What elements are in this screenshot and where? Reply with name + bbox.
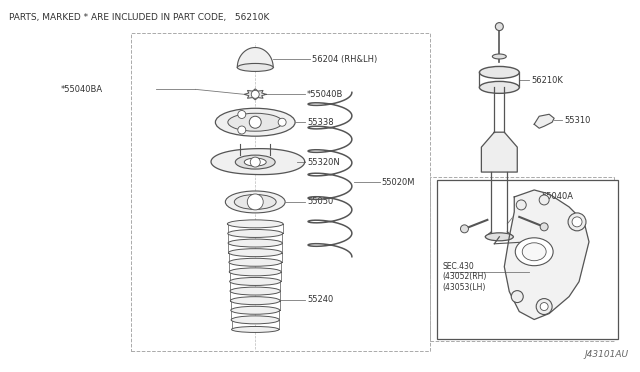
Ellipse shape	[229, 268, 281, 276]
Ellipse shape	[232, 327, 279, 333]
Circle shape	[540, 302, 548, 311]
Text: 55240: 55240	[307, 295, 333, 304]
Circle shape	[249, 116, 261, 128]
Ellipse shape	[229, 258, 282, 266]
Ellipse shape	[479, 67, 519, 78]
Circle shape	[252, 90, 259, 98]
Text: 55050: 55050	[307, 198, 333, 206]
Circle shape	[511, 291, 524, 302]
Circle shape	[540, 223, 548, 231]
Circle shape	[539, 195, 549, 205]
Text: 55040A: 55040A	[541, 192, 573, 202]
Ellipse shape	[237, 64, 273, 71]
Text: J43101AU: J43101AU	[585, 350, 629, 359]
Text: 55338: 55338	[307, 118, 333, 127]
Circle shape	[250, 157, 260, 167]
Text: 56204 (RH&LH): 56204 (RH&LH)	[312, 55, 377, 64]
Ellipse shape	[234, 195, 276, 209]
Ellipse shape	[479, 81, 519, 93]
Ellipse shape	[228, 248, 282, 257]
Ellipse shape	[227, 220, 283, 228]
Circle shape	[460, 225, 468, 233]
Text: *55040B: *55040B	[307, 90, 344, 99]
Text: 55320N: 55320N	[307, 158, 340, 167]
Circle shape	[495, 23, 503, 31]
Circle shape	[238, 126, 246, 134]
Circle shape	[247, 194, 263, 210]
Ellipse shape	[230, 297, 280, 305]
Circle shape	[516, 200, 526, 210]
Ellipse shape	[244, 158, 266, 166]
Circle shape	[238, 110, 246, 118]
Polygon shape	[244, 89, 266, 100]
Circle shape	[536, 299, 552, 314]
Polygon shape	[237, 48, 273, 67]
Circle shape	[568, 213, 586, 231]
Text: PARTS, MARKED * ARE INCLUDED IN PART CODE,   56210K: PARTS, MARKED * ARE INCLUDED IN PART COD…	[9, 13, 269, 22]
Bar	[131, 33, 429, 352]
Ellipse shape	[228, 239, 282, 247]
Polygon shape	[481, 132, 517, 172]
Ellipse shape	[522, 243, 546, 261]
Polygon shape	[504, 190, 589, 320]
Polygon shape	[211, 149, 305, 174]
Bar	[436, 180, 618, 339]
Ellipse shape	[231, 306, 280, 314]
Ellipse shape	[230, 278, 281, 285]
Text: *55040BA: *55040BA	[61, 85, 103, 94]
Polygon shape	[534, 114, 554, 128]
Bar	[429, 177, 614, 341]
Text: 55310: 55310	[564, 116, 591, 125]
Ellipse shape	[228, 230, 283, 237]
Ellipse shape	[236, 155, 275, 169]
Ellipse shape	[492, 54, 506, 59]
Ellipse shape	[230, 287, 280, 295]
Ellipse shape	[228, 113, 283, 131]
Text: 55020M: 55020M	[382, 177, 415, 186]
Ellipse shape	[216, 108, 295, 136]
Ellipse shape	[225, 191, 285, 213]
Ellipse shape	[231, 316, 279, 324]
Text: SEC.430
(43052(RH)
(43053(LH): SEC.430 (43052(RH) (43053(LH)	[442, 262, 487, 292]
Circle shape	[278, 118, 286, 126]
Ellipse shape	[485, 233, 513, 241]
Text: 56210K: 56210K	[531, 76, 563, 85]
Circle shape	[572, 217, 582, 227]
Ellipse shape	[515, 238, 553, 266]
